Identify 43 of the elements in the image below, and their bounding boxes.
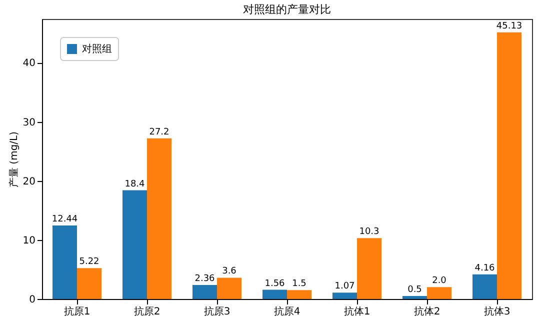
legend-label: 对照组 bbox=[82, 43, 112, 55]
bar bbox=[497, 32, 522, 299]
x-tick-label: 抗原4 bbox=[274, 306, 300, 318]
bar bbox=[122, 190, 147, 299]
bar bbox=[332, 292, 357, 299]
data-label: 0.5 bbox=[408, 285, 422, 296]
bar bbox=[287, 290, 312, 299]
x-tick-label: 抗体1 bbox=[344, 306, 370, 318]
bar bbox=[357, 238, 382, 299]
data-label: 27.2 bbox=[149, 127, 170, 138]
data-label: 2.36 bbox=[194, 274, 216, 284]
chart-title: 对照组的产量对比 bbox=[243, 3, 331, 16]
data-label: 1.5 bbox=[292, 279, 306, 290]
data-label: 45.13 bbox=[496, 21, 522, 32]
data-label: 4.16 bbox=[474, 263, 496, 274]
bar bbox=[402, 296, 427, 299]
y-tick-label: 10 bbox=[22, 235, 36, 246]
data-label: 5.22 bbox=[79, 257, 100, 268]
data-label: 1.56 bbox=[264, 278, 286, 289]
y-tick-label: 20 bbox=[22, 176, 36, 188]
x-tick-label: 抗原2 bbox=[134, 306, 160, 318]
data-label: 10.3 bbox=[359, 227, 380, 238]
bar bbox=[147, 138, 172, 299]
x-tick-label: 抗原1 bbox=[64, 306, 90, 318]
y-tick-label: 30 bbox=[22, 117, 36, 128]
bar bbox=[217, 278, 242, 299]
bar bbox=[427, 287, 452, 299]
data-label: 18.4 bbox=[124, 179, 146, 190]
x-tick-label: 抗体3 bbox=[484, 306, 510, 318]
bar bbox=[192, 285, 217, 299]
y-axis-title: 产量 (mg/L) bbox=[8, 131, 20, 188]
data-label: 3.6 bbox=[222, 266, 237, 277]
data-label: 2.0 bbox=[432, 276, 447, 286]
data-label: 12.44 bbox=[52, 214, 78, 225]
data-label: 1.07 bbox=[334, 282, 355, 292]
y-tick-label: 0 bbox=[29, 294, 36, 306]
x-tick-label: 抗体2 bbox=[414, 306, 440, 318]
x-tick-label: 抗原3 bbox=[204, 306, 230, 318]
bar bbox=[472, 274, 497, 299]
bar bbox=[262, 290, 287, 299]
bar bbox=[77, 268, 102, 299]
bar bbox=[52, 226, 77, 299]
y-tick-label: 40 bbox=[22, 58, 36, 70]
